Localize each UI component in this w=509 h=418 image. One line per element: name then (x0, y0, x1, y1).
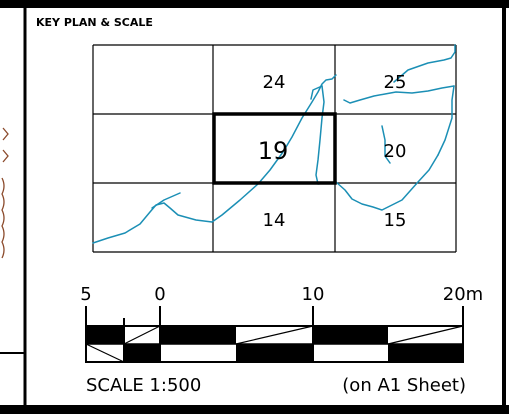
scale-ratio-text: SCALE 1:500 (86, 375, 201, 396)
watercourse-lines (92, 44, 456, 244)
grid-cell-label-current: 19 (258, 137, 289, 165)
grid-cell-label: 15 (384, 210, 407, 231)
grid-cell-label: 20 (384, 141, 407, 162)
scale-tick-label: 5 (80, 284, 91, 305)
scale-tick-label: 0 (154, 284, 165, 305)
grid-cell-label: 25 (384, 72, 407, 93)
grid-cell-label: 14 (263, 210, 286, 231)
panel-title: KEY PLAN & SCALE (36, 16, 153, 29)
sheet-size-note: (on A1 Sheet) (342, 375, 466, 396)
current-sheet-highlight (212, 112, 337, 185)
scale-tick-label: 10 (302, 284, 325, 305)
scale-bar (85, 306, 464, 363)
grid-cell-label: 24 (263, 72, 286, 93)
side-edge-mark (1, 127, 9, 259)
scale-tick-label: 20m (443, 284, 483, 305)
